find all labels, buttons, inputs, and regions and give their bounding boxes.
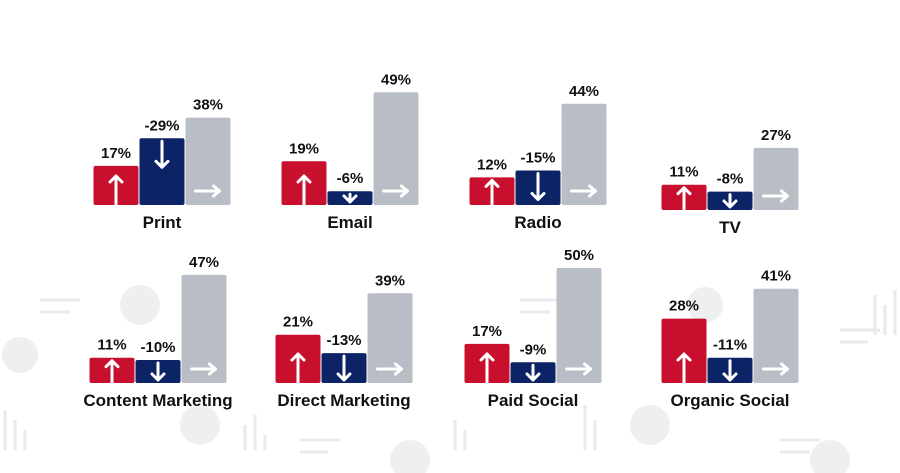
value-label: -9%	[520, 341, 547, 358]
value-label: 11%	[97, 337, 126, 354]
bar-arrow	[194, 184, 221, 198]
value-label: -8%	[717, 171, 744, 188]
bar-arrow	[104, 359, 120, 385]
value-label: 17%	[101, 145, 131, 162]
bar	[185, 117, 231, 205]
value-label: 12%	[477, 156, 507, 173]
bar-arrow	[676, 352, 692, 385]
bar-arrow	[336, 354, 352, 382]
category-label: Print	[143, 213, 182, 232]
bar-arrow	[722, 193, 738, 209]
value-label: 21%	[283, 314, 313, 331]
bar-arrow	[484, 178, 500, 207]
bar-arrow	[190, 362, 217, 376]
decor-pie	[630, 405, 670, 445]
bar-arrow	[296, 174, 312, 207]
decor-pie	[687, 287, 723, 323]
bar-arrow	[762, 362, 789, 376]
value-label: -13%	[326, 332, 361, 349]
bar-arrow	[479, 352, 495, 385]
bar	[753, 288, 799, 383]
value-label: 50%	[564, 247, 594, 264]
value-label: 17%	[472, 323, 502, 340]
category-label: Direct Marketing	[277, 391, 410, 410]
bar	[753, 147, 799, 210]
decor-pie	[2, 337, 38, 373]
value-label: 41%	[761, 268, 791, 285]
value-label: 27%	[761, 127, 791, 144]
category-label: Radio	[514, 213, 561, 232]
bar	[556, 268, 602, 383]
value-label: 49%	[381, 71, 411, 88]
value-label: 28%	[669, 298, 699, 315]
value-label: 44%	[569, 83, 599, 100]
bar-arrow	[525, 363, 541, 382]
decor-lines	[40, 298, 880, 454]
decor-bars	[3, 290, 897, 450]
value-label: 39%	[375, 272, 405, 289]
value-label: -11%	[713, 337, 747, 354]
bar-arrow	[676, 186, 692, 212]
decor-pie	[810, 440, 850, 473]
decor-pie	[180, 405, 220, 445]
bar-arrow	[376, 362, 403, 376]
bar	[367, 293, 413, 383]
bar	[181, 274, 227, 383]
category-label: Content Marketing	[83, 391, 232, 410]
value-label: 47%	[189, 254, 219, 271]
bar-arrow	[342, 192, 358, 204]
value-label: 19%	[289, 140, 319, 157]
bar-arrow	[722, 359, 738, 382]
decor-pie	[390, 440, 430, 473]
value-label: -29%	[144, 117, 179, 134]
bar-arrow	[108, 174, 124, 207]
bar-arrow	[762, 189, 789, 203]
bar-arrow	[382, 184, 409, 198]
bar-arrow	[570, 184, 597, 198]
bar-arrow	[565, 362, 592, 376]
decor-pie	[120, 285, 160, 325]
bar	[661, 318, 707, 383]
bar-arrow	[154, 139, 170, 169]
bar-arrow	[150, 361, 166, 382]
bar-arrow	[530, 172, 546, 201]
value-label: -6%	[337, 170, 364, 187]
bar	[139, 138, 185, 205]
category-label: TV	[719, 218, 741, 237]
bar	[561, 103, 607, 205]
value-label: -10%	[140, 339, 175, 356]
category-label: Paid Social	[488, 391, 579, 410]
value-label: 11%	[669, 164, 698, 181]
background-decoration	[2, 285, 897, 473]
bar-arrow	[290, 352, 306, 385]
value-label: -15%	[520, 150, 555, 167]
value-label: 38%	[193, 97, 223, 114]
category-label: Organic Social	[670, 391, 789, 410]
category-label: Email	[327, 213, 372, 232]
bar	[373, 92, 419, 205]
